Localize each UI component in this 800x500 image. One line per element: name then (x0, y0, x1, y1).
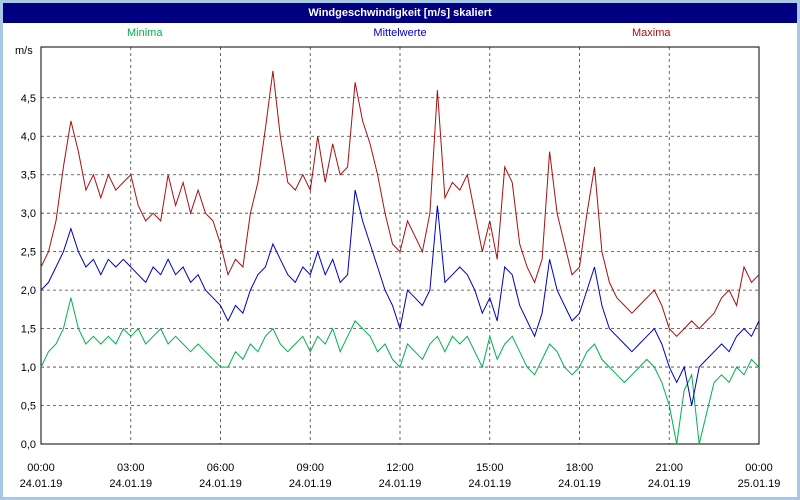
window-title-bar: Windgeschwindigkeit [m/s] skaliert (3, 3, 797, 23)
x-tick-time-label: 18:00 (566, 462, 594, 474)
x-tick-date-label: 24.01.19 (379, 478, 422, 490)
y-tick-label: 4,0 (21, 131, 36, 143)
series-line-minima (40, 297, 760, 445)
y-tick-label: 2,0 (21, 285, 36, 297)
legend-minima: Minima (127, 27, 163, 39)
x-tick-date-label: 24.01.19 (109, 478, 152, 490)
x-tick-date-label: 24.01.19 (20, 478, 63, 490)
y-tick-label: 3,5 (21, 170, 36, 182)
x-tick-time-label: 09:00 (296, 462, 324, 474)
x-tick-date-label: 24.01.19 (289, 478, 332, 490)
series-line-maxima (40, 70, 760, 338)
legend-maxima: Maxima (632, 27, 671, 39)
x-tick-time-label: 00:00 (27, 462, 55, 474)
window-title: Windgeschwindigkeit [m/s] skaliert (308, 7, 492, 19)
x-tick-date-label: 24.01.19 (199, 478, 242, 490)
y-tick-label: 0,5 (21, 401, 36, 413)
x-tick-time-label: 15:00 (476, 462, 504, 474)
y-axis-unit-label: m/s (15, 45, 33, 57)
x-tick-date-label: 24.01.19 (558, 478, 601, 490)
x-tick-time-label: 12:00 (386, 462, 414, 474)
plot-border (40, 46, 760, 445)
x-tick-time-label: 06:00 (207, 462, 235, 474)
chart-legend: Minima Mittelwerte Maxima (3, 27, 797, 43)
x-tick-time-label: 21:00 (655, 462, 683, 474)
wind-speed-chart: m/s 0,0 0,5 1,0 1,5 2,0 2,5 3,0 3,5 4,0 4,5 00:00 24… (15, 45, 781, 490)
x-tick-time-label: 03:00 (117, 462, 145, 474)
series-line-mittelwerte (40, 189, 760, 406)
y-tick-label: 0,0 (21, 439, 36, 451)
y-tick-label: 2,5 (21, 247, 36, 259)
legend-mittelwerte: Mittelwerte (373, 27, 427, 39)
x-tick-time-label: 00:00 (745, 462, 773, 474)
y-tick-label: 4,5 (21, 93, 36, 105)
y-tick-label: 1,0 (21, 362, 36, 374)
y-tick-label: 3,0 (21, 208, 36, 220)
x-tick-date-label: 24.01.19 (648, 478, 691, 490)
x-tick-date-label: 24.01.19 (468, 478, 511, 490)
x-tick-date-label: 25.01.19 (738, 478, 781, 490)
y-tick-label: 1,5 (21, 324, 36, 336)
